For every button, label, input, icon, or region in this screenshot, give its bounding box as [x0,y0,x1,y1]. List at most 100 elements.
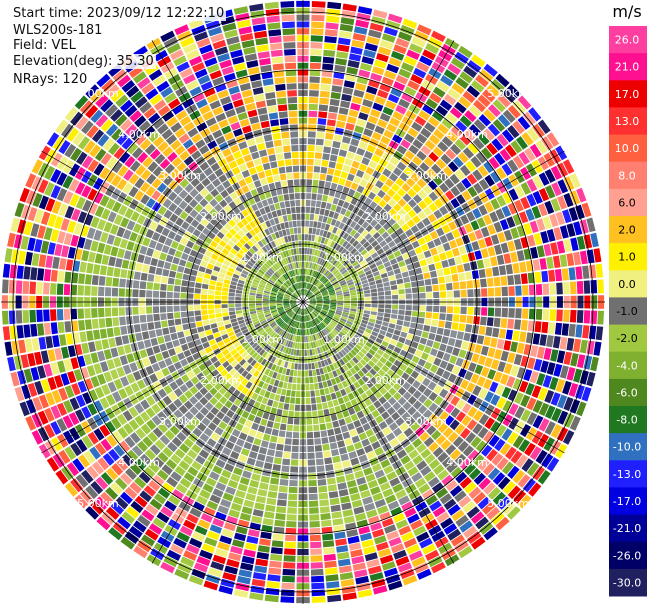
radar-cell [342,356,349,364]
radar-cell [426,425,437,436]
radar-cell [478,477,491,490]
radar-cell [330,218,337,226]
radar-cell [595,326,604,341]
radar-cell [471,353,480,363]
radar-cell [423,324,431,332]
radar-cell [318,283,324,289]
radar-cell [576,401,587,417]
radar-cell [259,388,266,397]
radar-cell [168,270,177,278]
radar-cell [349,167,358,175]
radar-cell [288,486,298,494]
radar-cell [377,227,386,235]
radar-cell [181,317,189,324]
radar-cell [353,404,362,413]
radar-cell [310,313,315,319]
radar-cell [330,296,337,299]
radar-cell [271,233,277,240]
radar-cell [185,421,196,432]
radar-cell [389,339,398,346]
radar-cell [510,140,523,154]
radar-cell [472,169,483,181]
radar-cell [326,263,332,270]
radar-cell [274,365,280,373]
radar-cell [325,327,331,333]
radar-cell [129,160,141,172]
radar-cell [473,99,486,113]
radar-cell [371,307,378,312]
radar-cell [306,172,313,179]
radar-cell [193,258,202,265]
radar-cell [478,114,491,127]
radar-cell [168,348,176,357]
radar-cell [157,259,165,268]
radar-cell [419,162,430,173]
radar-cell [474,364,484,375]
radar-cell [317,316,323,322]
radar-cell [157,487,171,499]
radar-cell [269,304,276,307]
radar-cell [207,172,217,182]
radar-cell [266,384,273,392]
radar-cell [194,203,204,213]
radar-cell [475,440,487,453]
radar-cell [22,310,30,323]
radar-cell [37,268,45,281]
radar-cell [405,288,412,294]
radar-cell [317,221,322,229]
radar-cell [154,275,162,283]
radar-cell [201,309,208,315]
radar-cell [283,282,289,288]
radar-cell [64,205,75,219]
radar-cell [305,377,310,384]
radar-cell [277,279,283,285]
radar-cell [87,403,98,416]
radar-cell [167,312,174,320]
radar-cell [366,36,380,46]
radar-cell [356,147,366,156]
radar-cell [257,232,264,240]
radar-cell [298,282,301,289]
radar-cell [477,165,489,177]
radar-cell [16,325,24,339]
radar-cell [213,236,222,244]
radar-cell [316,300,323,302]
radar-cell [167,319,175,327]
radar-cell [91,461,105,475]
radar-cell [310,327,315,335]
radar-cell [310,285,315,291]
radar-cell [522,285,529,296]
radar-cell [257,545,270,553]
radar-cell [389,156,400,166]
radar-cell [310,269,315,277]
radar-cell [186,370,196,379]
radar-cell [47,242,56,255]
radar-cell [227,267,235,273]
radar-cell [290,390,296,397]
radar-cell [44,165,56,180]
radar-cell [108,527,123,541]
radar-cell [215,336,223,343]
radar-cell [419,259,428,267]
radar-cell [257,171,266,179]
radar-cell [111,307,119,317]
radar-cell [444,178,455,189]
radar-cell [318,492,329,500]
radar-cell [183,349,192,358]
radar-cell [296,349,300,356]
radar-cell [301,315,303,322]
radar-cell [367,277,375,283]
radar-cell [44,424,56,439]
radar-cell [320,338,326,345]
radar-cell [328,324,334,330]
radar-cell [101,254,110,265]
radar-cell [481,307,488,316]
radar-cell [166,291,173,299]
radar-cell [341,269,348,275]
radar-cell [174,465,186,477]
radar-cell [276,270,282,276]
radar-cell [397,377,406,386]
radar-cell [308,493,318,501]
radar-cell [295,291,300,297]
radar-cell [460,289,467,298]
